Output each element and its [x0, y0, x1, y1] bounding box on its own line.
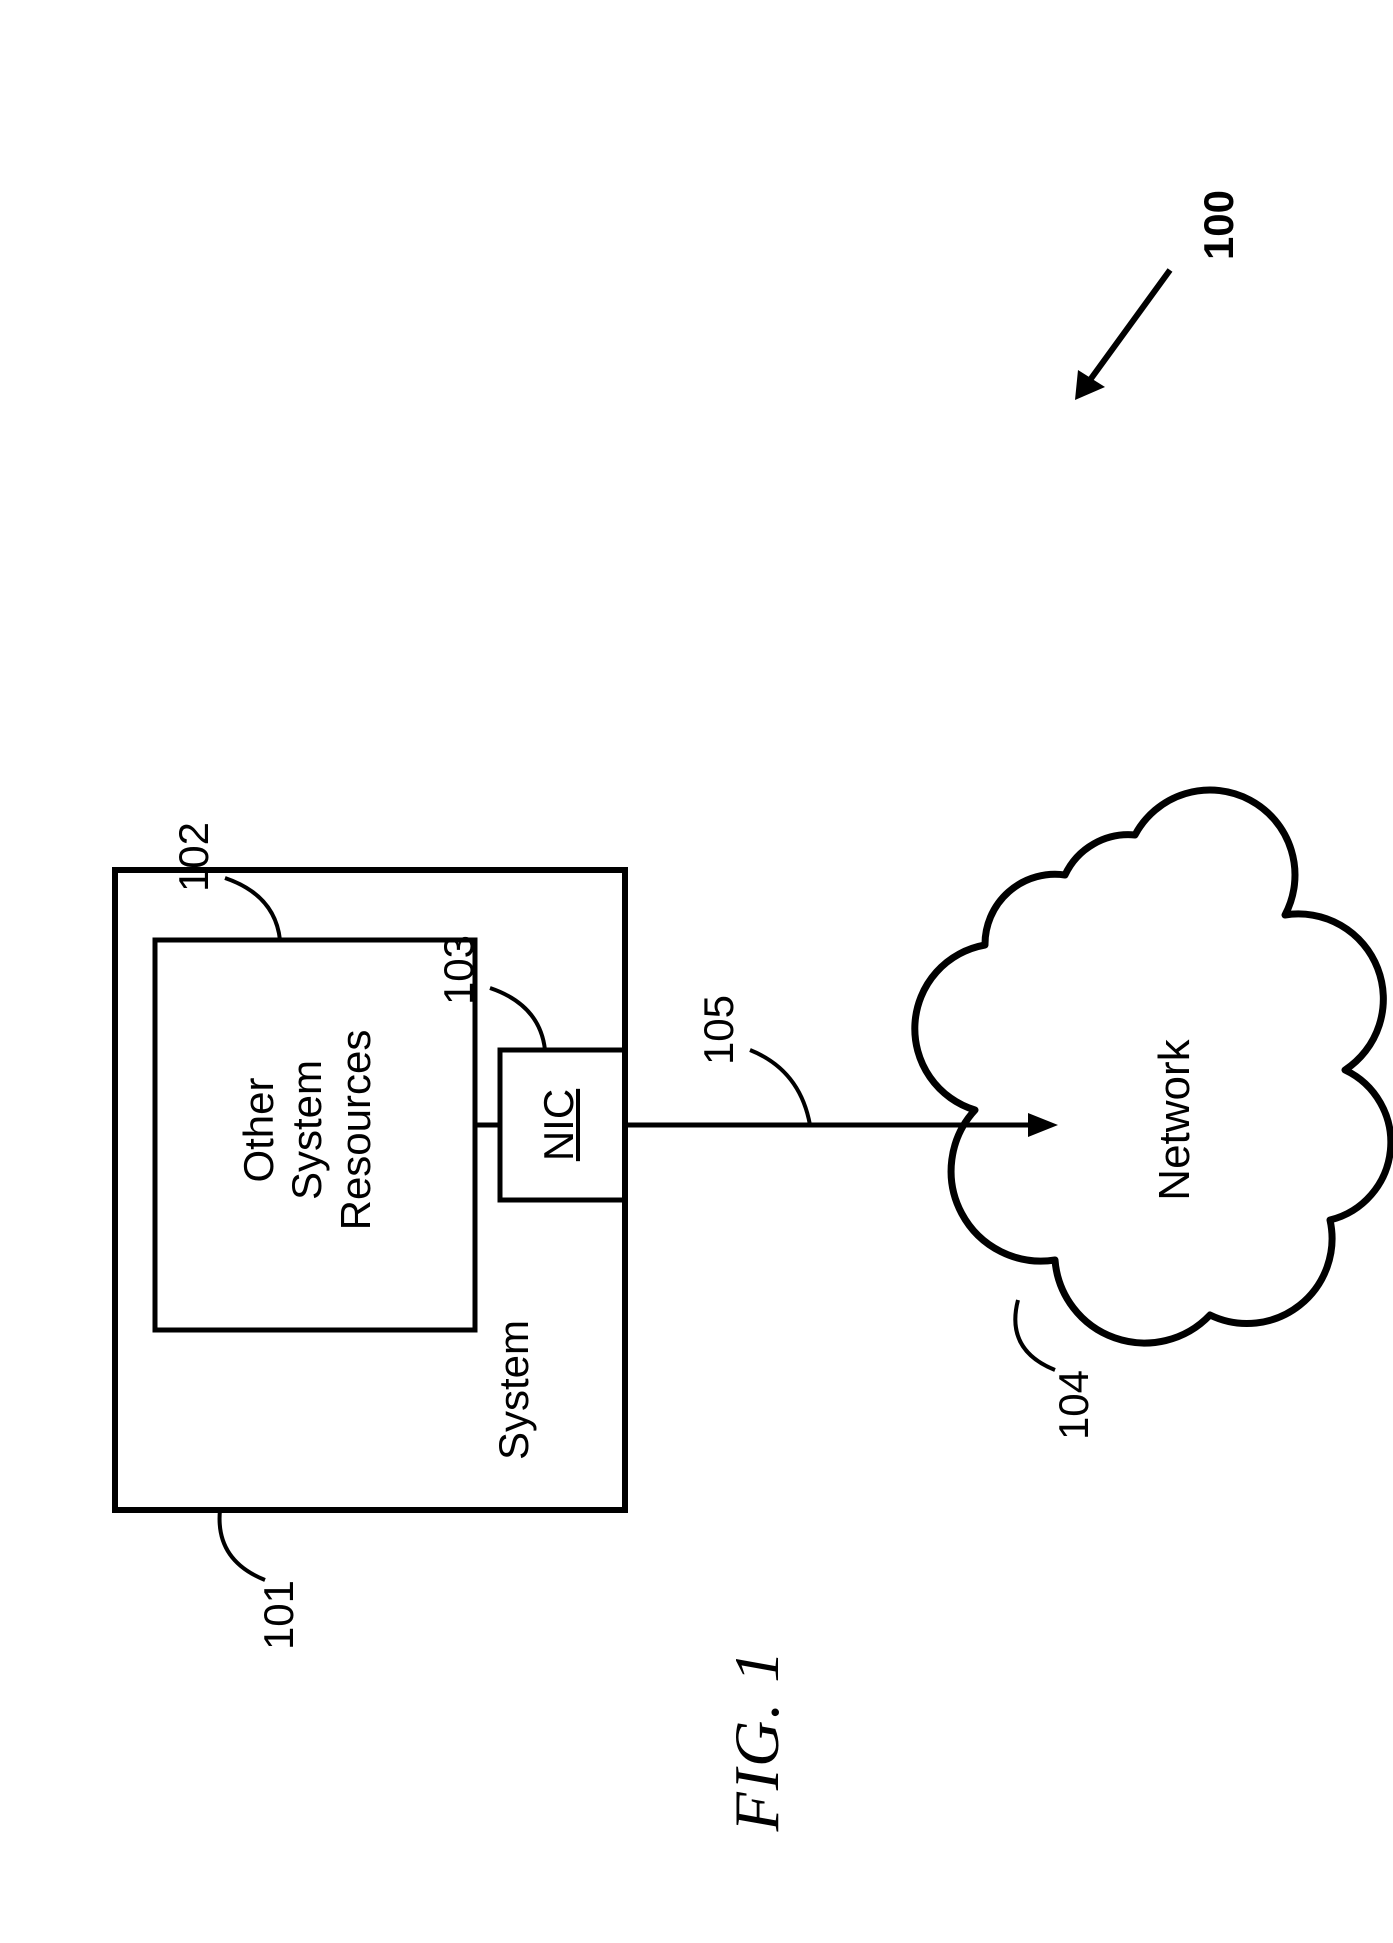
network-label: Network — [1150, 1020, 1200, 1220]
ref-104: 104 — [1050, 1365, 1100, 1445]
link-arrowhead — [1028, 1113, 1058, 1137]
resources-label-line1: Other — [235, 1077, 282, 1182]
leader-105 — [750, 1050, 810, 1125]
leader-101 — [220, 1510, 265, 1580]
resources-label-line3: Resources — [332, 1030, 379, 1231]
ref-101: 101 — [255, 1575, 305, 1655]
leader-100-arrowhead — [1075, 370, 1105, 400]
ref-103: 103 — [435, 930, 485, 1010]
figure-title: FIG. 1 — [720, 1610, 800, 1870]
resources-label: Other System Resources — [235, 1000, 395, 1260]
system-label: System — [490, 1300, 540, 1480]
ref-100: 100 — [1195, 185, 1245, 265]
leader-102 — [225, 878, 280, 940]
resources-label-line2: System — [283, 1060, 330, 1200]
nic-label: NIC — [535, 1075, 585, 1175]
leader-104 — [1015, 1300, 1055, 1370]
diagram-svg — [0, 0, 1393, 1943]
leader-103 — [490, 988, 545, 1050]
ref-105: 105 — [695, 990, 745, 1070]
leader-100-line — [1090, 270, 1170, 380]
ref-102: 102 — [170, 817, 220, 897]
diagram-canvas: 100 System 101 Other System Resources 10… — [0, 0, 1393, 1943]
